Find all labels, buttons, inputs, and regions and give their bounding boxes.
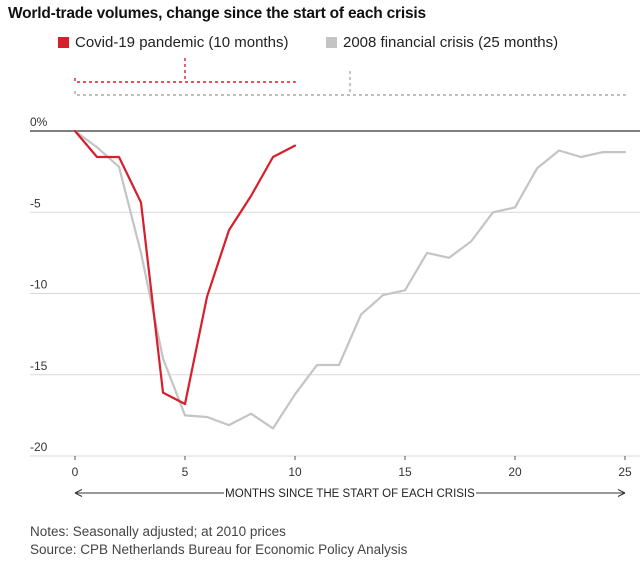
x-tick-label: 0 (72, 465, 79, 479)
chart-title: World-trade volumes, change since the st… (8, 5, 426, 22)
x-tick-label: 25 (618, 465, 632, 479)
duration-bracket (74, 78, 296, 83)
notes: Notes: Seasonally adjusted; at 2010 pric… (30, 523, 407, 559)
source-line: Source: CPB Netherlands Bureau for Econo… (30, 542, 408, 557)
legend-item-2008: 2008 financial crisis (25 months) (326, 34, 558, 51)
x-tick-label: 15 (398, 465, 412, 479)
legend-item-covid: Covid-19 pandemic (10 months) (58, 34, 288, 51)
y-tick-label: -20 (30, 440, 48, 454)
axis-arrowhead-right (617, 489, 626, 497)
axis-arrowhead-left (74, 489, 83, 497)
x-tick-label: 20 (508, 465, 522, 479)
y-tick-label: -5 (30, 196, 41, 210)
duration-bracket (74, 91, 626, 96)
legend-swatch-2008 (326, 37, 337, 48)
y-tick-label: 0% (30, 115, 48, 129)
legend-swatch-covid (58, 37, 69, 48)
series-line-covid (73, 129, 297, 406)
y-tick-label: -15 (30, 359, 48, 373)
legend-label-2008: 2008 financial crisis (25 months) (343, 34, 559, 51)
notes-line: Notes: Seasonally adjusted; at 2010 pric… (30, 524, 286, 539)
legend: Covid-19 pandemic (10 months) 2008 finan… (0, 34, 640, 56)
legend-label-covid: Covid-19 pandemic (10 months) (75, 34, 289, 51)
x-tick-label: 5 (182, 465, 189, 479)
x-axis-label: MONTHS SINCE THE START OF EACH CRISIS (225, 488, 475, 500)
x-tick-label: 10 (288, 465, 302, 479)
series-line-2008 (73, 129, 627, 430)
chart-plot: 0% -5 -10 -15 -20 0 5 10 15 20 25 MONTHS SINCE THE … (30, 58, 640, 500)
y-tick-label: -10 (30, 278, 48, 292)
